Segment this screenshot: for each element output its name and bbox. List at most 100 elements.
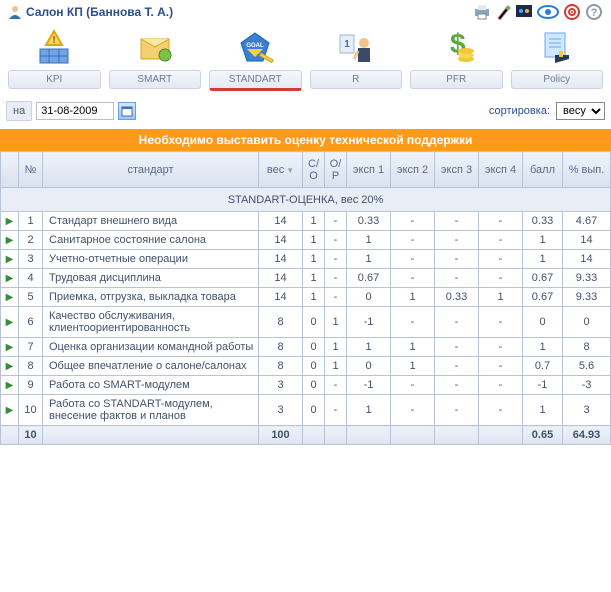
row-e3: - (435, 231, 479, 250)
row-pct: -3 (563, 376, 611, 395)
expand-cell[interactable]: ▶ (1, 376, 19, 395)
row-e2: - (391, 269, 435, 288)
row-op: 1 (325, 307, 347, 338)
row-weight: 8 (259, 357, 303, 376)
table-row: ▶7Оценка организации командной работы801… (1, 338, 611, 357)
row-e3: - (435, 357, 479, 376)
col-e1[interactable]: эксп 1 (347, 152, 391, 188)
row-op: - (325, 288, 347, 307)
row-pct: 0 (563, 307, 611, 338)
row-so: 0 (303, 395, 325, 426)
col-e4[interactable]: эксп 4 (479, 152, 523, 188)
calendar-icon[interactable] (118, 102, 136, 120)
col-name[interactable]: стандарт (43, 152, 259, 188)
table-header-row: № стандарт вес▼ С/О О/Р эксп 1 эксп 2 эк… (1, 152, 611, 188)
row-e2: 1 (391, 338, 435, 357)
row-pct: 9.33 (563, 269, 611, 288)
row-op: - (325, 376, 347, 395)
expand-cell[interactable]: ▶ (1, 338, 19, 357)
col-e3[interactable]: эксп 3 (435, 152, 479, 188)
row-weight: 14 (259, 212, 303, 231)
row-so: 1 (303, 231, 325, 250)
tab-r[interactable]: 1 R (310, 28, 403, 91)
row-ball: 0.67 (523, 269, 563, 288)
col-weight[interactable]: вес▼ (259, 152, 303, 188)
col-pct[interactable]: % вып. (563, 152, 611, 188)
row-name: Работа со SMART-модулем (43, 376, 259, 395)
row-weight: 3 (259, 395, 303, 426)
tab-policy-label: Policy (511, 70, 604, 89)
row-e4: - (479, 307, 523, 338)
expand-cell[interactable]: ▶ (1, 357, 19, 376)
col-op[interactable]: О/Р (325, 152, 347, 188)
col-expand (1, 152, 19, 188)
tab-smart-label: SMART (109, 70, 202, 89)
date-input[interactable] (36, 102, 114, 120)
print-icon[interactable] (473, 4, 491, 20)
expand-cell[interactable]: ▶ (1, 288, 19, 307)
row-num: 10 (19, 395, 43, 426)
table-row: ▶10Работа со STANDART-модулем, внесение … (1, 395, 611, 426)
row-ball: 0 (523, 307, 563, 338)
tab-pfr[interactable]: $ PFR (410, 28, 503, 91)
row-name: Работа со STANDART-модулем, внесение фак… (43, 395, 259, 426)
svg-text:GOAL: GOAL (247, 43, 265, 49)
row-op: - (325, 395, 347, 426)
tab-smart[interactable]: SMART (109, 28, 202, 91)
target-icon[interactable] (563, 4, 581, 20)
row-so: 0 (303, 357, 325, 376)
brush-icon[interactable] (495, 4, 511, 20)
row-ball: 1 (523, 395, 563, 426)
group-header-row: STANDART-ОЦЕНКА, вес 20% (1, 188, 611, 212)
smart-icon (131, 28, 179, 68)
row-e3: 0.33 (435, 288, 479, 307)
row-e1: 0.33 (347, 212, 391, 231)
expand-cell[interactable]: ▶ (1, 231, 19, 250)
row-e2: - (391, 250, 435, 269)
col-so[interactable]: С/О (303, 152, 325, 188)
table-row: ▶3Учетно-отчетные операции141-1---114 (1, 250, 611, 269)
tab-policy[interactable]: Policy (511, 28, 604, 91)
row-pct: 14 (563, 231, 611, 250)
row-ball: 1 (523, 338, 563, 357)
sort-group: сортировка: весу (489, 102, 605, 120)
row-op: - (325, 250, 347, 269)
standards-table: № стандарт вес▼ С/О О/Р эксп 1 эксп 2 эк… (0, 151, 611, 445)
tab-standart[interactable]: GOAL STANDART (209, 28, 302, 91)
footer-weight: 100 (259, 426, 303, 445)
row-e4: - (479, 231, 523, 250)
controls-row: на сортировка: весу (0, 91, 611, 129)
expand-cell[interactable]: ▶ (1, 307, 19, 338)
svg-text:?: ? (591, 7, 598, 19)
col-e2[interactable]: эксп 2 (391, 152, 435, 188)
tab-pfr-label: PFR (410, 70, 503, 89)
row-weight: 14 (259, 250, 303, 269)
standart-icon: GOAL (231, 28, 279, 68)
row-weight: 8 (259, 338, 303, 357)
help-icon[interactable]: ? (585, 4, 603, 20)
sort-select[interactable]: весу (556, 102, 605, 120)
expand-cell[interactable]: ▶ (1, 212, 19, 231)
row-num: 6 (19, 307, 43, 338)
tab-kpi[interactable]: ! KPI (8, 28, 101, 91)
row-e3: - (435, 395, 479, 426)
expand-cell[interactable]: ▶ (1, 395, 19, 426)
row-so: 0 (303, 376, 325, 395)
eye-icon[interactable] (537, 4, 559, 20)
col-num[interactable]: № (19, 152, 43, 188)
col-ball[interactable]: балл (523, 152, 563, 188)
row-so: 1 (303, 250, 325, 269)
row-e1: 1 (347, 338, 391, 357)
svg-text:1: 1 (344, 39, 350, 50)
row-op: 1 (325, 357, 347, 376)
row-e4: - (479, 269, 523, 288)
app-header: Салон КП (Баннова Т. А.) ? (0, 0, 611, 24)
expand-cell[interactable]: ▶ (1, 269, 19, 288)
row-e1: 1 (347, 231, 391, 250)
monitor-icon[interactable] (515, 4, 533, 20)
expand-cell[interactable]: ▶ (1, 250, 19, 269)
row-ball: 0.67 (523, 288, 563, 307)
app-title: Салон КП (Баннова Т. А.) (26, 5, 173, 19)
date-group: на (6, 101, 136, 121)
row-e4: - (479, 376, 523, 395)
